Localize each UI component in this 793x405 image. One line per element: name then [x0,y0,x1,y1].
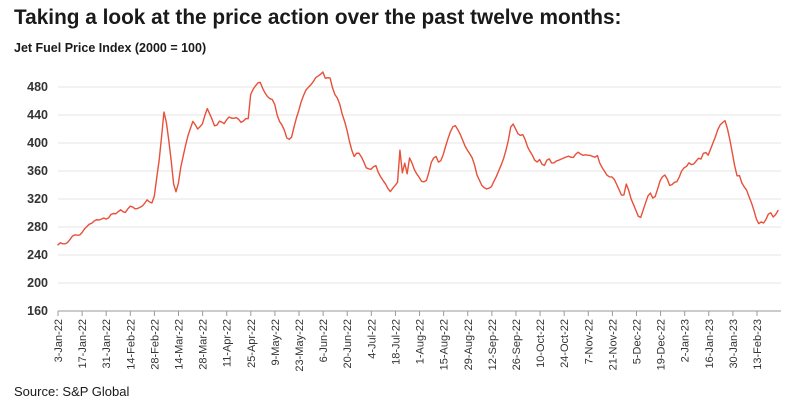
svg-text:12-Sep-22: 12-Sep-22 [487,319,499,370]
svg-text:4-Jul-22: 4-Jul-22 [366,319,378,359]
svg-text:28-Feb-22: 28-Feb-22 [149,319,161,370]
svg-text:14-Mar-22: 14-Mar-22 [174,319,186,370]
svg-text:15-Aug-22: 15-Aug-22 [439,319,451,370]
svg-text:160: 160 [27,304,48,318]
svg-text:3-Jan-22: 3-Jan-22 [53,319,65,362]
svg-text:7-Nov-22: 7-Nov-22 [583,319,595,364]
svg-text:10-Oct-22: 10-Oct-22 [535,319,547,368]
svg-text:31-Jan-22: 31-Jan-22 [101,319,113,369]
svg-text:9-May-22: 9-May-22 [270,319,282,365]
svg-text:21-Nov-22: 21-Nov-22 [607,319,619,370]
svg-text:240: 240 [27,248,48,262]
svg-text:6-Jun-22: 6-Jun-22 [318,319,330,362]
svg-text:280: 280 [27,220,48,234]
svg-text:360: 360 [27,164,48,178]
svg-text:5-Dec-22: 5-Dec-22 [631,319,643,364]
svg-text:14-Feb-22: 14-Feb-22 [125,319,137,370]
svg-text:11-Apr-22: 11-Apr-22 [222,319,234,367]
svg-text:13-Feb-23: 13-Feb-23 [752,319,764,370]
svg-text:17-Jan-22: 17-Jan-22 [77,319,89,369]
svg-text:19-Dec-22: 19-Dec-22 [656,319,668,370]
svg-text:16-Jan-23: 16-Jan-23 [704,319,716,369]
svg-text:320: 320 [27,192,48,206]
svg-text:20-Jun-22: 20-Jun-22 [342,319,354,369]
svg-text:25-Apr-22: 25-Apr-22 [246,319,258,368]
svg-text:24-Oct-22: 24-Oct-22 [559,319,571,368]
svg-text:29-Aug-22: 29-Aug-22 [463,319,475,370]
svg-text:30-Jan-23: 30-Jan-23 [728,319,740,369]
svg-text:2-Jan-23: 2-Jan-23 [680,319,692,362]
svg-text:440: 440 [27,108,48,122]
svg-text:400: 400 [27,136,48,150]
svg-text:28-Mar-22: 28-Mar-22 [198,319,210,370]
svg-text:200: 200 [27,276,48,290]
svg-text:480: 480 [27,80,48,94]
svg-text:23-May-22: 23-May-22 [294,319,306,372]
svg-text:26-Sep-22: 26-Sep-22 [511,319,523,370]
svg-text:18-Jul-22: 18-Jul-22 [390,319,402,365]
svg-text:1-Aug-22: 1-Aug-22 [415,319,427,364]
